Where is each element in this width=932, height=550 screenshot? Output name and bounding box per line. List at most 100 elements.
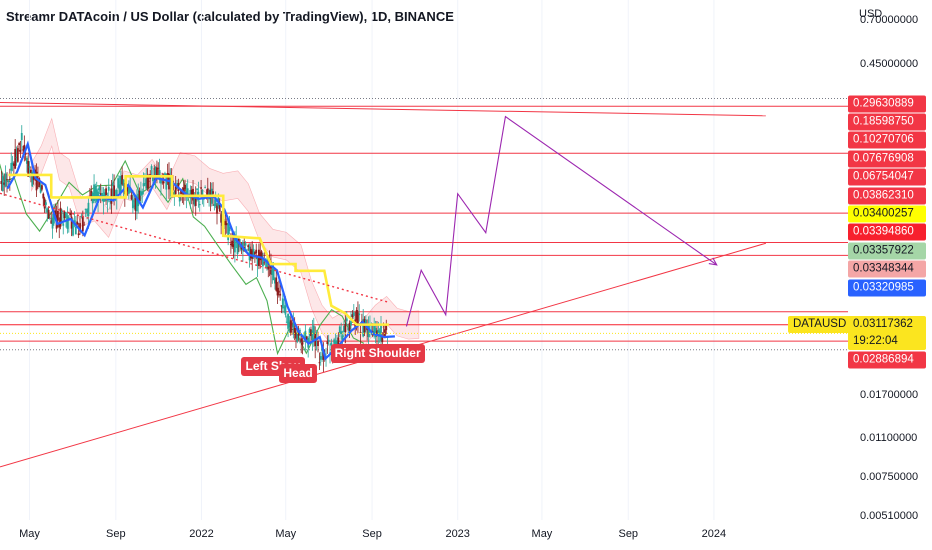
price-axis-tick: 0.01100000 [860,432,918,445]
candle-body [327,339,330,342]
candle-body [274,279,276,284]
trendline-upper-resistance [0,102,766,117]
candle-body [12,163,15,166]
pattern-label: Head [279,364,317,384]
price-level-label: 0.03394860 [848,223,926,241]
candle-body [79,223,81,232]
candle-body [377,329,380,336]
candle-body [19,149,22,153]
candle-body [303,341,305,343]
candle-body [23,144,26,153]
candle-body [49,218,51,219]
candle-body [263,262,266,264]
candle-body [16,148,19,162]
candle-body [341,335,344,342]
time-axis-tick: May [531,528,553,540]
candle-body [115,189,118,199]
candle-body [186,188,189,195]
candle-body [61,210,63,213]
candle-body [99,193,102,195]
chart-title: Streamr DATAcoin / US Dollar (calculated… [6,9,454,24]
candle-body [227,223,230,241]
candle-body [41,185,43,190]
candle-body [193,194,196,205]
candle-body [304,330,307,341]
candle-body [39,185,42,193]
candle-body [131,199,134,209]
candle-body [229,243,232,246]
candle-body [189,189,192,199]
candle-body [32,174,35,180]
candle-body [206,188,209,196]
candle-body [117,178,120,188]
candle-body [166,173,169,175]
candle-body [126,186,129,192]
candle-body [218,205,221,212]
candle-body [87,202,90,217]
candle-body [214,197,217,207]
candle-body [145,178,148,189]
candle-body [54,210,57,217]
candle-body [190,189,193,196]
candle-body [110,188,113,204]
current-price-label: 0.03117362 19:22:04 [848,316,926,351]
candle-body [135,196,138,212]
candle-body [62,223,65,226]
candle-body [374,328,377,337]
candle-body [233,234,236,253]
candle-body [176,183,178,185]
candle-body [31,171,34,187]
candle-body [245,249,248,251]
candle-body [105,188,107,196]
price-level-label: 0.10270706 [848,131,926,149]
candle-body [74,226,77,235]
price-axis-tick: 0.00750000 [860,471,919,484]
candle-body [6,179,8,181]
candle-body [312,325,315,335]
candle-body [225,223,228,226]
price-axis-tick: 0.01700000 [860,388,919,401]
trendline-descending-dotted [0,192,390,304]
candle-body [73,220,76,223]
candle-body [337,337,340,346]
candle-body [376,330,378,334]
candle-body [340,331,343,335]
candle-body [378,330,381,333]
candle-body [358,313,361,316]
candle-body [267,266,270,270]
candle-body [310,329,312,337]
candle-body [164,173,166,176]
candle-body [305,336,308,340]
candle-body [109,201,111,203]
candle-body [180,190,182,195]
time-axis-tick: Sep [106,528,126,540]
candle-body [15,157,18,159]
candle-body [43,198,46,209]
candle-body [66,215,69,229]
candle-body [122,179,125,186]
candle-body [283,307,286,309]
candle-body [37,176,39,178]
candle-body [333,339,336,344]
candle-body [262,258,264,267]
candle-body [4,173,7,187]
candle-body [359,332,362,334]
candle-body [146,176,149,189]
bar-countdown: 19:22:04 [853,335,898,348]
candle-body [326,341,329,345]
candle-body [59,207,62,227]
candle-body [275,277,278,291]
candle-body [352,312,355,316]
candle-body [194,197,197,206]
price-level-label: 0.02886894 [848,351,926,369]
candle-body [142,183,145,187]
price-axis-tick: 0.00510000 [860,509,919,522]
price-level-label: 0.18598750 [848,113,926,131]
candle-body [336,340,338,346]
candle-body [76,221,79,225]
candle-body [118,184,121,193]
candle-body [106,200,109,202]
pattern-label: Right Shoulder [330,344,425,364]
candle-body [231,240,234,247]
